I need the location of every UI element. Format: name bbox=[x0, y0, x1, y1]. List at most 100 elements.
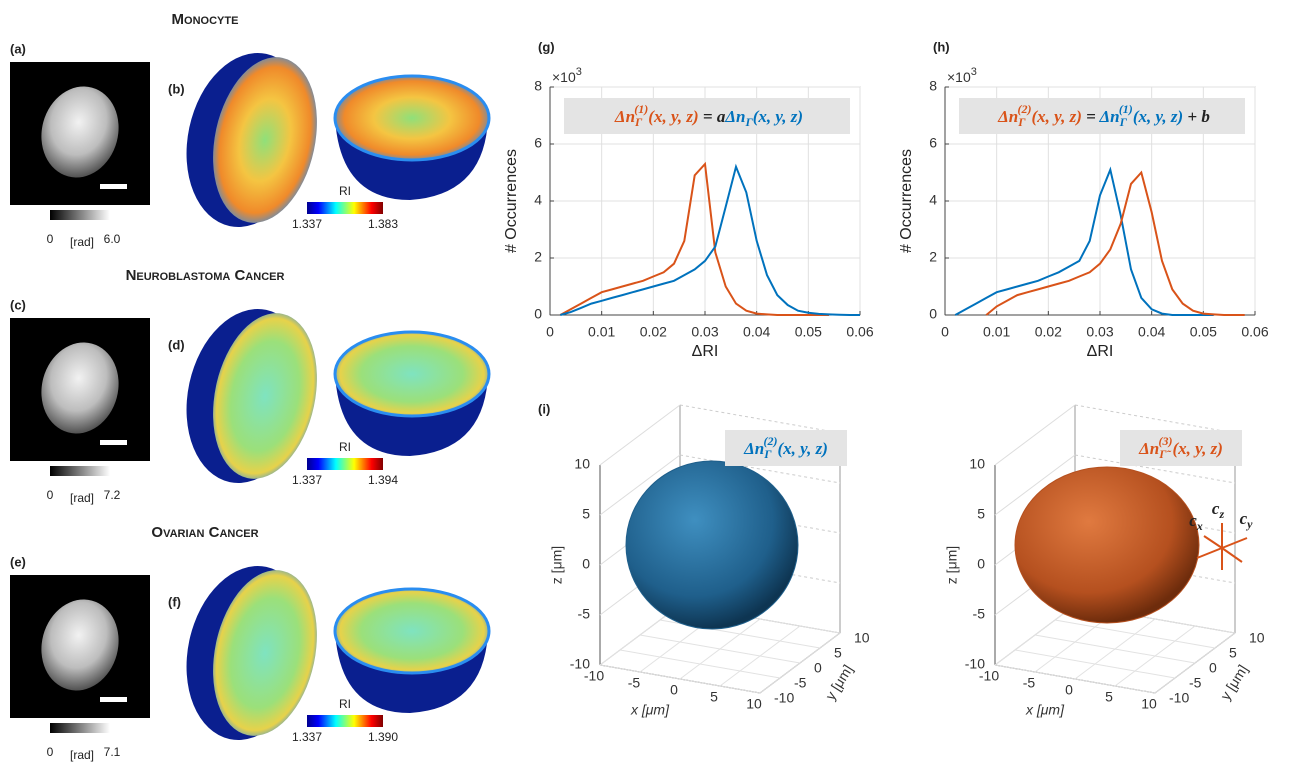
grid-line bbox=[1034, 634, 1196, 664]
x-tick-label: 10 bbox=[1141, 696, 1157, 712]
math-part: Δn bbox=[743, 439, 764, 458]
math-part: (1) bbox=[1119, 102, 1133, 116]
colorbar-max: 7.1 bbox=[104, 745, 121, 759]
x-axis-title: ΔRI bbox=[1087, 343, 1114, 360]
y-tick-label: 5 bbox=[1229, 645, 1237, 661]
z-tick-label: -5 bbox=[578, 606, 591, 622]
direction-arrow bbox=[1221, 537, 1248, 549]
y-tick-label: -5 bbox=[1189, 675, 1202, 691]
panel-label: (b) bbox=[168, 81, 185, 96]
math-part: x bbox=[1196, 519, 1203, 533]
colorbar-unit: [rad] bbox=[70, 748, 94, 762]
direction-arrow bbox=[1221, 547, 1243, 563]
colorbar-min: 1.337 bbox=[292, 730, 322, 744]
cell-section bbox=[213, 57, 317, 223]
x-tick-label: 0.05 bbox=[1190, 324, 1217, 340]
math-part: y bbox=[1245, 517, 1253, 531]
z-tick-label: 5 bbox=[582, 506, 590, 522]
phase-colorbar bbox=[50, 723, 110, 733]
math-part: (3) bbox=[1159, 434, 1173, 448]
y-tick-label: 0 bbox=[534, 306, 542, 322]
multiplier-base: ×10 bbox=[552, 69, 576, 85]
math-part: Δn bbox=[614, 107, 635, 126]
cell-phase bbox=[41, 342, 119, 434]
grid-line bbox=[679, 404, 841, 434]
y-tick-label: -10 bbox=[1169, 690, 1189, 706]
multiplier-base: ×10 bbox=[947, 69, 971, 85]
x-tick-label: 0.06 bbox=[1241, 324, 1268, 340]
panel-label: (d) bbox=[168, 337, 185, 352]
ri-colorbar bbox=[307, 715, 383, 727]
panel-label: (g) bbox=[538, 39, 555, 54]
panel-label: (h) bbox=[933, 39, 950, 54]
y-tick-label: 10 bbox=[854, 630, 870, 646]
x-tick-label: 0.06 bbox=[846, 324, 873, 340]
panel-label: (c) bbox=[10, 297, 26, 312]
x-tick-label: 0.02 bbox=[1035, 324, 1062, 340]
axis-multiplier: ×103 bbox=[947, 66, 977, 85]
grid-line bbox=[599, 454, 681, 516]
x-axis-title: x [μm] bbox=[630, 702, 670, 718]
x-tick-label: 0.05 bbox=[795, 324, 822, 340]
x-tick-label: 0 bbox=[1065, 682, 1073, 698]
colorbar-min: 1.337 bbox=[292, 473, 322, 487]
cell-section bbox=[213, 313, 317, 479]
y-tick-label: 0 bbox=[929, 306, 937, 322]
x-tick-label: -10 bbox=[584, 668, 604, 684]
math-part: + bbox=[1183, 107, 1201, 126]
data-line bbox=[559, 161, 829, 316]
x-axis-title: ΔRI bbox=[692, 343, 719, 360]
math-part: Γ bbox=[1017, 115, 1026, 129]
x-tick-label: 0 bbox=[670, 682, 678, 698]
colorbar-max: 1.394 bbox=[368, 473, 398, 487]
annotation-box bbox=[1120, 430, 1242, 466]
colorbar-min: 0 bbox=[47, 745, 54, 759]
x-axis-title: x [μm] bbox=[1025, 702, 1065, 718]
math-label: cx bbox=[1189, 511, 1203, 533]
direction-arrow bbox=[1203, 535, 1223, 549]
direction-arrow bbox=[1196, 547, 1223, 559]
multiplier-exp: 3 bbox=[971, 66, 977, 78]
scale-bar bbox=[100, 184, 127, 189]
x-tick-label: 0.04 bbox=[1138, 324, 1165, 340]
y-tick-label: 0 bbox=[814, 660, 822, 676]
math-part: (2) bbox=[764, 434, 778, 448]
data-line bbox=[954, 166, 1214, 316]
y-tick-label: -10 bbox=[774, 690, 794, 706]
y-tick-label: 6 bbox=[929, 135, 937, 151]
scale-bar bbox=[100, 440, 127, 445]
grid-line bbox=[994, 664, 1156, 694]
cell-top bbox=[333, 587, 491, 675]
math-part: c bbox=[1212, 499, 1220, 518]
x-tick-label: 0.04 bbox=[743, 324, 770, 340]
grid-line bbox=[619, 649, 781, 679]
z-tick-label: 0 bbox=[582, 556, 590, 572]
x-tick-label: 0.03 bbox=[691, 324, 718, 340]
x-tick-label: 0.01 bbox=[983, 324, 1010, 340]
panel-label: (a) bbox=[10, 41, 26, 56]
z-axis-title: z [μm] bbox=[549, 546, 565, 584]
z-tick-label: 10 bbox=[574, 456, 590, 472]
math-part: b bbox=[1201, 107, 1210, 126]
grid-line bbox=[994, 454, 1076, 516]
cell-top bbox=[333, 74, 491, 162]
z-axis-title: z [μm] bbox=[944, 546, 960, 584]
y-tick-label: 8 bbox=[929, 78, 937, 94]
math-label: ΔnΓ(2)(x, y, z) = ΔnΓ(1)(x, y, z) + b bbox=[997, 102, 1210, 129]
z-tick-label: -5 bbox=[973, 606, 986, 622]
colorbar-min: 1.337 bbox=[292, 217, 322, 231]
math-part: Γ bbox=[1119, 115, 1128, 129]
math-part: (x, y, z) bbox=[753, 107, 803, 126]
x-tick-label: -5 bbox=[628, 675, 641, 691]
panel-label: (i) bbox=[538, 401, 550, 416]
y-tick-label: 0 bbox=[1209, 660, 1217, 676]
x-tick-label: -10 bbox=[979, 668, 999, 684]
y-axis-title: y [μm] bbox=[822, 662, 856, 703]
math-part: (x, y, z) bbox=[1173, 439, 1223, 458]
math-part: (x, y, z) bbox=[648, 107, 698, 126]
y-tick-label: 2 bbox=[534, 249, 542, 265]
ri-colorbar bbox=[307, 202, 383, 214]
colorbar-min: 0 bbox=[47, 488, 54, 502]
x-tick-label: 0 bbox=[546, 324, 554, 340]
